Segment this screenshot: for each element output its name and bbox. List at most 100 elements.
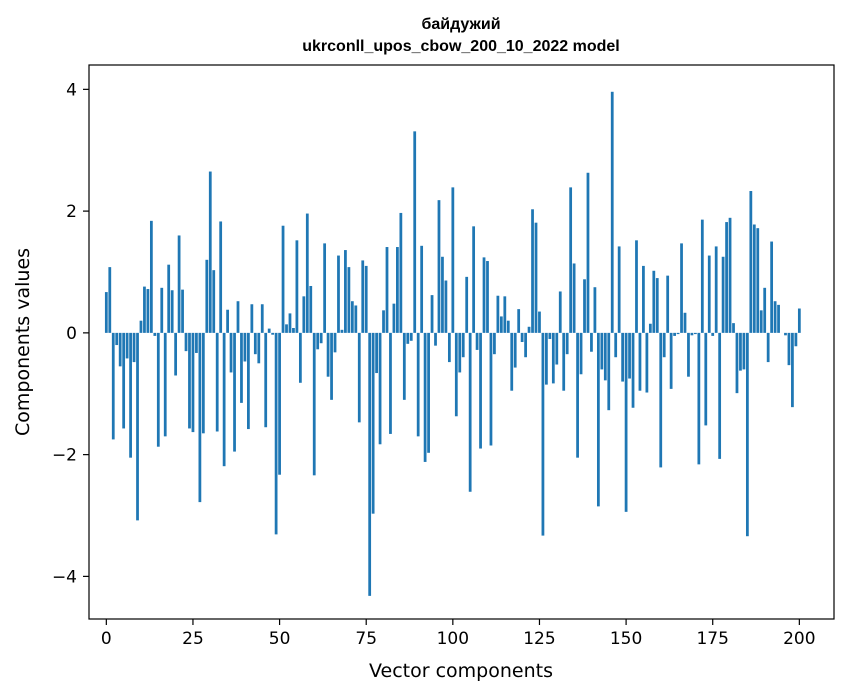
bar-168 (687, 332, 690, 377)
bar-109 (482, 257, 486, 333)
bar-16 (160, 287, 164, 333)
bar-47 (267, 328, 271, 333)
bar-101 (454, 332, 458, 417)
bar-144 (603, 332, 607, 381)
bar-97 (441, 256, 444, 333)
bar-78 (375, 332, 378, 374)
x-tick-label: 100 (437, 629, 469, 649)
bar-160 (659, 332, 663, 468)
bar-182 (735, 332, 739, 394)
bar-108 (479, 332, 482, 449)
bar-80 (382, 310, 385, 333)
bar-60 (312, 332, 316, 476)
bar-178 (721, 256, 725, 333)
bar-176 (714, 246, 718, 333)
bar-167 (683, 312, 687, 333)
bar-31 (212, 270, 216, 333)
bar-19 (170, 290, 174, 333)
bar-53 (288, 313, 292, 333)
chart-title-line1: байдужий (421, 16, 500, 33)
bar-63 (323, 243, 327, 333)
bar-61 (316, 332, 320, 350)
x-axis-ticks: 0 25 50 75 100 125 150 175 200 (101, 619, 816, 649)
bar-93 (427, 332, 430, 453)
bar-145 (607, 332, 611, 411)
y-tick-label: 2 (66, 202, 77, 222)
bar-20 (174, 332, 178, 376)
y-tick-label: 0 (66, 324, 77, 344)
bar-46 (264, 332, 268, 428)
bar-173 (704, 332, 708, 426)
bar-35 (226, 309, 229, 333)
bar-98 (444, 280, 448, 333)
bar-199 (794, 332, 798, 347)
bar-104 (465, 276, 469, 333)
bar-143 (600, 332, 604, 370)
x-tick-label: 50 (269, 629, 291, 649)
y-axis-label: Components values (12, 248, 34, 436)
bar-92 (423, 332, 427, 462)
bar-132 (562, 332, 566, 391)
bar-59 (309, 285, 313, 333)
bar-161 (662, 332, 666, 358)
bar-58 (305, 213, 309, 333)
bar-123 (531, 209, 534, 333)
bar-43 (253, 332, 257, 355)
bar-117 (510, 332, 514, 391)
bar-177 (718, 332, 722, 459)
bar-150 (624, 332, 628, 512)
bar-102 (458, 332, 462, 373)
bar-164 (673, 332, 676, 336)
bar-28 (201, 332, 205, 434)
bar-50 (278, 332, 281, 475)
bar-196 (784, 332, 787, 336)
bar-39 (240, 332, 243, 403)
bar-163 (669, 332, 673, 389)
bar-66 (333, 332, 337, 353)
bar-158 (652, 270, 656, 333)
bar-54 (292, 328, 295, 333)
bar-51 (281, 225, 285, 333)
bar-5 (122, 332, 126, 429)
bar-3 (115, 332, 119, 346)
x-axis-label: Vector components (369, 660, 553, 682)
bar-72 (354, 305, 358, 333)
bar-169 (690, 332, 694, 336)
bar-130 (555, 332, 559, 365)
bar-120 (520, 332, 524, 342)
bar-191 (766, 332, 770, 363)
bar-15 (156, 332, 160, 447)
bar-119 (517, 309, 521, 333)
bar-185 (745, 332, 749, 537)
bar-127 (545, 332, 548, 385)
bar-77 (371, 332, 375, 514)
bar-159 (655, 278, 659, 333)
bar-83 (392, 303, 396, 333)
bar-9 (136, 332, 139, 521)
bar-134 (569, 187, 573, 333)
x-tick-label: 25 (182, 629, 204, 649)
bar-87 (406, 332, 410, 344)
bar-162 (666, 275, 670, 333)
bar-37 (233, 332, 236, 452)
bar-121 (524, 332, 527, 358)
bar-33 (219, 221, 223, 333)
bar-40 (243, 332, 247, 362)
bar-7 (129, 332, 132, 458)
bar-73 (357, 332, 361, 423)
bar-95 (434, 332, 437, 346)
bar-76 (368, 332, 372, 596)
x-tick-label: 75 (355, 629, 377, 649)
bar-56 (298, 332, 302, 383)
bar-10 (139, 320, 143, 333)
bar-124 (534, 222, 538, 333)
x-tick-label: 150 (610, 629, 642, 649)
y-tick-label: −2 (52, 446, 77, 466)
bar-34 (222, 332, 226, 467)
bar-151 (628, 332, 631, 379)
bar-82 (389, 332, 392, 434)
bar-14 (153, 332, 157, 336)
bar-65 (330, 332, 333, 400)
bar-75 (364, 265, 368, 333)
